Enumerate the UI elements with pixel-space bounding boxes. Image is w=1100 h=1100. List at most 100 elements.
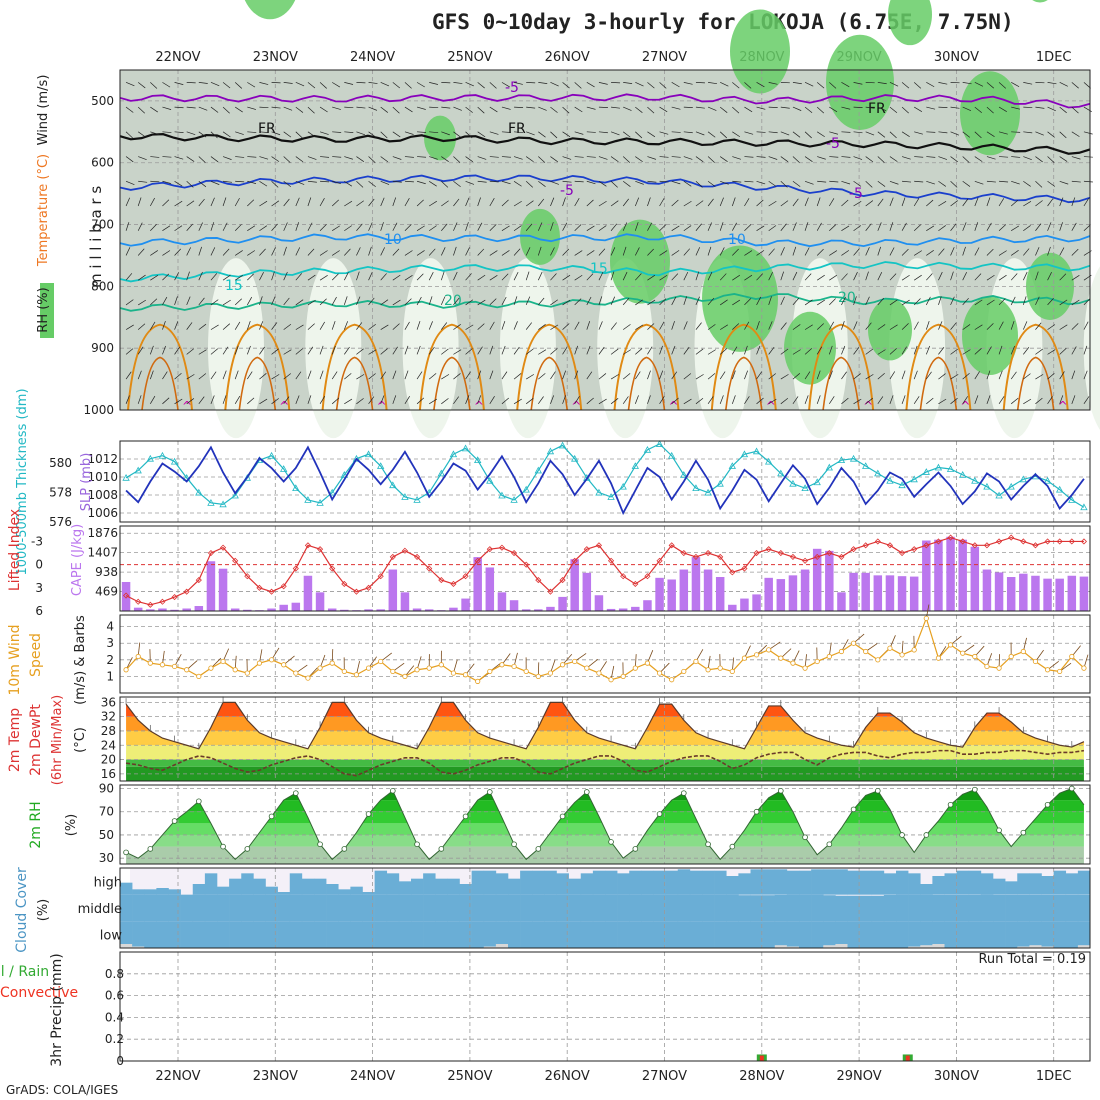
wind-barb <box>453 198 460 207</box>
wind-speed-point <box>365 665 372 671</box>
cloud-cell-high <box>956 870 970 895</box>
wind-speed-point <box>390 668 396 675</box>
cloud-cell-high <box>144 889 157 895</box>
cloud-cell-high <box>714 870 727 895</box>
wind-barb <box>974 273 982 281</box>
lifted-index-point <box>353 588 360 595</box>
lifted-index-point <box>1008 534 1015 541</box>
precip-grid <box>120 952 1090 1061</box>
wind-barb <box>816 274 825 281</box>
wind-barb <box>829 224 837 231</box>
wind-barb <box>732 156 741 160</box>
wind-barb <box>453 180 461 188</box>
wind-barb <box>125 348 134 355</box>
thickness-point <box>207 499 215 506</box>
wind-barb <box>368 106 378 111</box>
wind-barb <box>974 222 979 231</box>
wind-barb <box>586 156 596 158</box>
wind-barb <box>392 370 397 380</box>
wind-barb <box>477 370 482 380</box>
wind-barb <box>598 106 608 108</box>
thickness-point <box>1043 476 1052 484</box>
wind-speed-point <box>996 665 1002 671</box>
wind-barb <box>853 156 863 160</box>
wind-barb <box>307 346 314 355</box>
wind-barb <box>586 273 594 281</box>
wind-barb <box>307 131 316 138</box>
cloud-level-label: middle <box>78 902 122 917</box>
wind-barb <box>137 274 146 281</box>
wind-barb <box>877 246 882 256</box>
wind-barb <box>1035 156 1043 163</box>
wind-barb <box>695 322 702 330</box>
wind-barb <box>356 296 361 306</box>
cape-bar <box>1031 575 1040 611</box>
wind-barb <box>198 222 203 231</box>
wind-barb <box>610 374 619 380</box>
wind-barb <box>441 348 449 355</box>
wind-barb <box>622 156 631 163</box>
cloud-cell-low <box>495 921 509 944</box>
wind-barb <box>562 395 566 404</box>
cloud-cell-low <box>338 921 351 948</box>
wind-barb <box>453 106 462 111</box>
thickness-point <box>716 479 724 487</box>
wind-barb <box>453 324 461 330</box>
wind-barb <box>259 131 269 133</box>
wind-barb <box>453 396 460 405</box>
wind-barb <box>234 370 239 380</box>
cape-bar <box>340 609 349 611</box>
wind-barb <box>1035 131 1044 136</box>
slp-tick: 1006 <box>87 506 118 520</box>
wind-barb <box>550 197 555 207</box>
wind-barb <box>1047 396 1053 405</box>
wind-barb <box>744 106 753 113</box>
wind-barb <box>804 106 813 113</box>
temp-tick: 32 <box>101 710 116 724</box>
isotherm-label: FR <box>508 121 526 137</box>
wind-barb <box>1083 156 1093 158</box>
wind-barb <box>586 131 596 133</box>
cape-legend-label: CAPE (J/kg) <box>70 524 85 596</box>
cape-bar <box>740 598 749 611</box>
wind-barb <box>671 273 679 281</box>
wind-barb <box>1083 321 1089 330</box>
wind-barb <box>926 225 935 232</box>
wind-barb <box>1023 347 1030 355</box>
cloud-cell-high <box>1029 873 1042 895</box>
thickness-tick: 580 <box>49 456 72 470</box>
wind-barb <box>1010 345 1015 355</box>
thickness-point <box>643 446 652 453</box>
wind-barb <box>550 180 559 185</box>
wind-barb <box>174 373 182 380</box>
cape-bar <box>497 592 507 611</box>
wind-speed-point <box>184 667 190 673</box>
cloud-cell-middle <box>350 894 363 922</box>
li-tick: 0 <box>35 558 43 572</box>
wind-barb <box>416 371 423 380</box>
wind-barb <box>513 156 523 160</box>
wind-barb <box>501 82 510 88</box>
thickness-point <box>631 462 639 469</box>
rh-moist-region <box>962 296 1018 376</box>
rh-point <box>1069 785 1075 792</box>
wind-barb <box>562 274 571 281</box>
wind-barb <box>125 197 130 207</box>
cloud-cell-middle <box>568 894 582 922</box>
wind-barb <box>150 321 156 330</box>
cloud-cell-high <box>338 889 351 895</box>
wind-barb <box>222 156 232 160</box>
wind-grid <box>120 615 1090 693</box>
lifted-index-point <box>838 553 845 560</box>
lifted-index-point <box>329 565 336 572</box>
wind-barb <box>319 197 325 207</box>
cloud-cell-middle <box>204 894 218 922</box>
wind-barb <box>477 197 481 207</box>
slp-panel-frame <box>119 440 1091 523</box>
rh-point <box>632 846 639 852</box>
cloud-cell-middle <box>762 895 776 922</box>
cape-bar <box>946 536 955 611</box>
wind-barb <box>319 131 329 135</box>
lifted-index-point <box>1032 542 1039 549</box>
cloud-cell-middle <box>544 894 557 922</box>
